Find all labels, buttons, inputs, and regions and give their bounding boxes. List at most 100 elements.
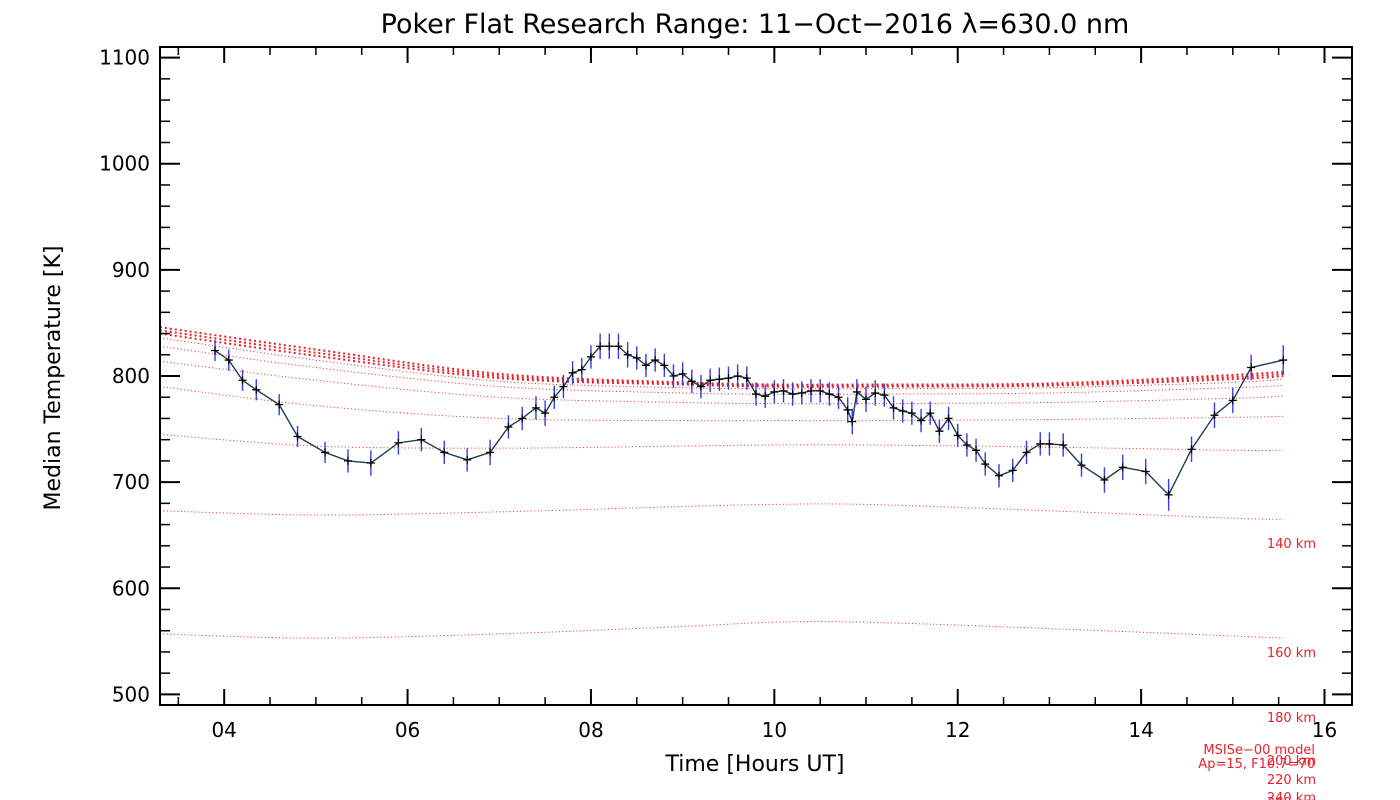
- data-point: [807, 386, 816, 395]
- data-point: [541, 409, 550, 418]
- data-point: [518, 414, 527, 423]
- data-point: [834, 393, 843, 402]
- model-line-label: 200 km: [1267, 754, 1316, 769]
- data-point: [1077, 461, 1086, 470]
- data-point: [568, 368, 577, 377]
- data-point: [321, 448, 330, 457]
- data-point: [687, 377, 696, 386]
- data-point: [678, 369, 687, 378]
- model-line: [159, 332, 1284, 388]
- data-point: [252, 385, 261, 394]
- data-point: [224, 356, 233, 365]
- data-point: [1008, 466, 1017, 475]
- data-point: [1279, 356, 1288, 365]
- model-line-label: 140 km: [1267, 537, 1316, 552]
- y-tick-label: 500: [112, 682, 150, 706]
- data-point: [733, 372, 742, 380]
- data-point: [651, 356, 660, 365]
- data-point: [797, 388, 806, 397]
- data-point: [366, 459, 375, 468]
- data-point: [293, 432, 302, 441]
- data-point: [825, 390, 834, 399]
- model-line: [159, 503, 1284, 520]
- model-line: [159, 360, 1284, 405]
- data-point: [724, 374, 733, 383]
- data-point: [559, 382, 568, 391]
- data-point: [761, 392, 770, 401]
- y-tick-label: 1000: [99, 152, 150, 176]
- data-point: [907, 409, 916, 418]
- data-point: [440, 448, 449, 457]
- model-note-line2: Ap=15, F10.7=70: [1198, 757, 1315, 772]
- data-point: [1059, 440, 1068, 449]
- y-tick-label: 1100: [99, 46, 150, 70]
- y-tick-label: 600: [112, 576, 150, 600]
- data-point: [889, 403, 898, 412]
- data-point: [211, 346, 220, 355]
- axes: 04 06 08 10 12 14 16 500 600 700 800 900 1000 1100: [99, 46, 1353, 742]
- model-labels: 140 km 160 km 180 km 200 km 220 km 240 km260 …: [1267, 537, 1316, 800]
- data-point: [880, 391, 889, 400]
- y-tick-label: 900: [112, 258, 150, 282]
- y-axis-label: Median Temperature [K]: [41, 246, 66, 511]
- data-point: [623, 350, 632, 359]
- data-point: [935, 427, 944, 436]
- data-point: [586, 352, 595, 361]
- model-line: [159, 337, 1284, 390]
- model-line-label: 220 km: [1267, 773, 1316, 788]
- model-line: [159, 386, 1284, 422]
- data-point: [898, 407, 907, 416]
- data-point: [463, 455, 472, 464]
- data-point: [238, 376, 247, 385]
- y-tick-label: 800: [112, 364, 150, 388]
- model-note-line1: MSISe−00 model: [1203, 743, 1315, 758]
- data-point: [660, 361, 669, 370]
- data-point: [944, 414, 953, 423]
- x-tick-label: 16: [1312, 718, 1337, 742]
- data-point: [848, 417, 857, 426]
- data-point: [788, 390, 797, 399]
- data-point: [1022, 448, 1031, 457]
- data-point: [871, 388, 880, 397]
- data-point: [696, 382, 705, 391]
- model-lines: [159, 326, 1284, 639]
- model-line-label: 240 km: [1267, 791, 1316, 800]
- data-point: [770, 387, 779, 396]
- x-axis-label: Time [Hours UT]: [665, 752, 845, 777]
- data-point: [1100, 476, 1109, 485]
- data-point: [596, 342, 605, 351]
- x-tick-label: 12: [945, 718, 970, 742]
- data-point: [852, 387, 861, 396]
- data-point: [550, 393, 559, 402]
- data-point: [715, 375, 724, 384]
- data-point: [1045, 439, 1054, 448]
- data-point: [1141, 467, 1150, 476]
- data-point: [614, 342, 623, 351]
- data-point: [779, 386, 788, 395]
- data-point: [1228, 396, 1237, 405]
- data-point: [1210, 411, 1219, 420]
- data-point: [1247, 363, 1256, 372]
- data-point: [972, 446, 981, 455]
- data-point: [816, 386, 825, 395]
- model-line-label: 160 km: [1267, 646, 1316, 661]
- data-point: [742, 374, 751, 383]
- data-series: [211, 333, 1288, 511]
- x-tick-label: 06: [395, 718, 420, 742]
- data-point: [917, 416, 926, 425]
- model-line: [159, 345, 1284, 395]
- data-point: [486, 448, 495, 457]
- data-point: [275, 400, 284, 409]
- x-tick-label: 08: [578, 718, 603, 742]
- data-point: [669, 372, 678, 380]
- data-point: [926, 409, 935, 418]
- data-point: [862, 395, 871, 404]
- x-tick-label: 10: [762, 718, 787, 742]
- data-point: [752, 390, 760, 399]
- model-line: [159, 433, 1284, 452]
- data-point: [1036, 439, 1045, 448]
- data-point: [981, 460, 990, 469]
- y-tick-label: 700: [112, 470, 150, 494]
- data-point: [962, 440, 971, 449]
